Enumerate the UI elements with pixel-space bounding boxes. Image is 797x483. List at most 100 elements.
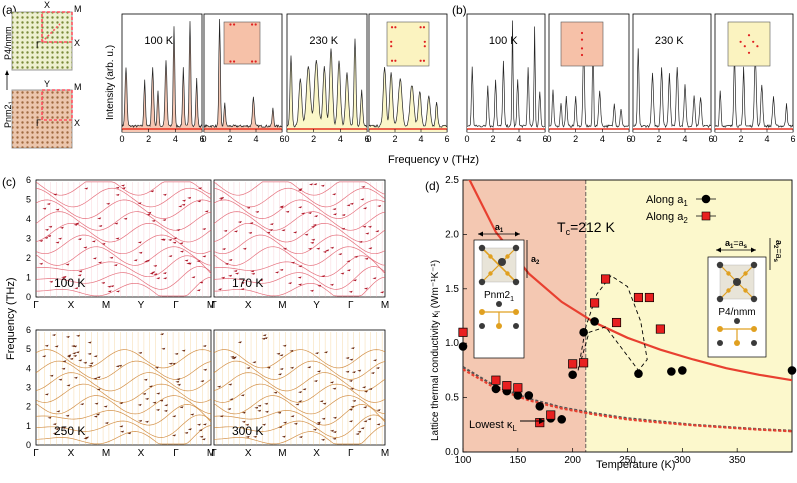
mode-arrow bbox=[83, 361, 88, 364]
mode-arrow bbox=[202, 255, 207, 258]
spectrum-temperature-label: 100 K bbox=[144, 35, 173, 47]
mode-arrow bbox=[217, 385, 221, 388]
bond bbox=[481, 247, 517, 283]
atom-dark bbox=[750, 261, 758, 269]
mode-arrow bbox=[164, 404, 169, 407]
x-tick-label: 300 bbox=[674, 455, 691, 466]
x-tick-label: 4 bbox=[338, 134, 343, 144]
mode-arrow bbox=[65, 414, 70, 417]
lattice-vector-label: a2 bbox=[531, 254, 540, 266]
mode-arrow bbox=[69, 357, 74, 360]
mode-arrow bbox=[88, 364, 93, 367]
mode-arrow bbox=[257, 409, 262, 412]
mode-arrow bbox=[242, 247, 247, 250]
mode-arrow bbox=[201, 438, 206, 441]
data-point-a1 bbox=[513, 391, 523, 400]
mode-arrow bbox=[110, 285, 115, 288]
mode-arrow bbox=[230, 355, 235, 358]
mode-arrow bbox=[127, 432, 132, 435]
y-tick-label: 0.5 bbox=[445, 393, 459, 404]
mode-arrow bbox=[363, 406, 367, 409]
mode-arrow bbox=[264, 410, 269, 413]
phonon-band bbox=[35, 372, 212, 392]
mode-arrow bbox=[332, 193, 336, 196]
mode-arrow bbox=[44, 344, 49, 347]
path-label: M bbox=[278, 300, 286, 311]
mode-arrow bbox=[53, 193, 58, 196]
mode-arrow bbox=[220, 196, 224, 199]
mode-arrow bbox=[93, 355, 98, 358]
mode-arrow bbox=[319, 400, 324, 403]
atom-gold bbox=[513, 309, 519, 315]
data-point-a2 bbox=[502, 381, 512, 391]
mode-arrow bbox=[346, 260, 351, 263]
mode-arrow bbox=[360, 427, 365, 430]
mode-arrow bbox=[114, 222, 119, 225]
spectrum-inset bbox=[727, 21, 771, 67]
inset-dot bbox=[419, 59, 422, 62]
x-tick-label: 4 bbox=[173, 134, 178, 144]
atom-dark bbox=[478, 244, 486, 252]
spectrum-line bbox=[466, 20, 546, 129]
mode-arrow bbox=[338, 253, 343, 256]
x-tick-label: 4 bbox=[253, 134, 258, 144]
phonon-band bbox=[213, 425, 386, 445]
mode-arrow bbox=[77, 274, 82, 277]
dispersion-temperature-label: 170 K bbox=[232, 276, 263, 290]
mode-arrow bbox=[96, 376, 101, 379]
mode-arrow bbox=[66, 384, 71, 387]
x-tick-label: 6 bbox=[542, 134, 547, 144]
mode-arrow bbox=[72, 354, 77, 357]
y-tick-label: 0 bbox=[26, 440, 31, 450]
mode-arrow bbox=[163, 409, 168, 412]
x-tick-label: 2 bbox=[146, 134, 151, 144]
mode-arrow bbox=[332, 437, 337, 440]
mode-arrow bbox=[72, 352, 77, 355]
mode-arrow bbox=[298, 391, 302, 394]
inset-dot bbox=[390, 59, 394, 62]
data-point-a1 bbox=[787, 366, 797, 375]
mode-arrow bbox=[75, 222, 80, 225]
mode-arrow bbox=[348, 379, 353, 382]
mode-arrow bbox=[58, 378, 63, 381]
phonon-band bbox=[213, 266, 386, 290]
mode-arrow bbox=[329, 381, 334, 384]
atom-gold bbox=[488, 271, 493, 276]
phonon-band bbox=[213, 222, 386, 243]
mode-arrow bbox=[340, 272, 345, 275]
mode-arrow bbox=[246, 206, 251, 209]
mode-arrow bbox=[355, 433, 360, 435]
mode-arrow bbox=[168, 238, 172, 241]
legend-label: Along a2 bbox=[646, 211, 688, 225]
atom-gold bbox=[496, 323, 502, 329]
mode-arrow bbox=[363, 390, 368, 393]
x-tick-label: 0 bbox=[630, 134, 635, 144]
mode-arrow bbox=[42, 355, 46, 358]
mode-arrow bbox=[176, 229, 180, 231]
mode-arrow bbox=[174, 352, 179, 355]
mode-arrow bbox=[151, 271, 156, 274]
mode-arrow bbox=[281, 229, 286, 232]
atom-gold bbox=[717, 326, 723, 332]
spectrum-temperature-label: 230 K bbox=[309, 35, 338, 47]
atom-dark bbox=[750, 295, 758, 303]
atom-gold bbox=[505, 271, 510, 276]
phonon-band bbox=[35, 395, 212, 415]
mode-arrow bbox=[161, 238, 166, 241]
mode-arrow bbox=[323, 351, 328, 354]
mode-arrow bbox=[171, 362, 176, 365]
phonon-band bbox=[213, 414, 386, 438]
phonon-band bbox=[213, 360, 386, 380]
mode-arrow bbox=[282, 247, 287, 250]
tc-label: Tc=212 K bbox=[557, 219, 615, 237]
mode-arrow bbox=[349, 387, 354, 390]
mode-arrow bbox=[228, 274, 233, 277]
mode-arrow bbox=[87, 352, 92, 355]
data-point-a2 bbox=[611, 317, 622, 328]
y-tick-label: 4 bbox=[26, 363, 31, 373]
spectrum-inset bbox=[223, 21, 261, 65]
atom-gold bbox=[479, 309, 485, 315]
mode-arrow bbox=[181, 349, 186, 352]
data-point-a2 bbox=[546, 410, 556, 420]
